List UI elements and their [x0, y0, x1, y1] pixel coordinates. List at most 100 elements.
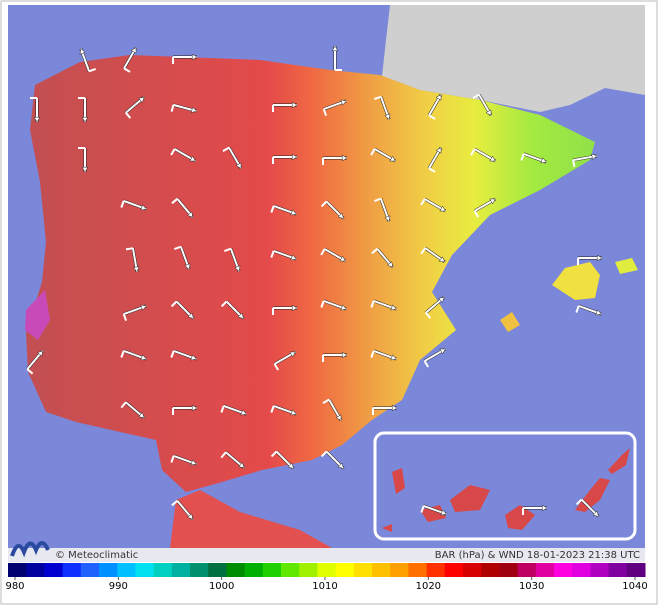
scale-swatch	[80, 563, 100, 577]
barb-flag	[170, 455, 175, 463]
scale-swatch	[372, 563, 391, 577]
barb-head	[133, 266, 140, 273]
barb-head	[130, 47, 137, 54]
scale-swatch	[463, 563, 482, 577]
barb-flag	[472, 93, 480, 99]
wind-barb	[122, 46, 138, 73]
barb-head	[138, 96, 145, 104]
wind-barb	[424, 296, 446, 319]
barb-head	[186, 513, 194, 520]
barb-flag	[220, 451, 227, 459]
barb-head	[438, 256, 446, 263]
barb-head	[435, 147, 442, 154]
barb-flag	[125, 247, 134, 251]
lisbon-high	[25, 290, 50, 340]
barb-head	[541, 504, 548, 512]
barb-flag	[575, 498, 583, 506]
scale-label: 1000	[209, 581, 234, 592]
iberia	[26, 55, 595, 492]
barb-head	[190, 459, 197, 466]
scale-swatch	[481, 563, 500, 577]
barb-flag	[370, 148, 376, 156]
wind-barb	[79, 48, 97, 73]
wind-barb	[273, 350, 297, 371]
barb-flag	[173, 245, 182, 251]
scale-label: 980	[5, 581, 24, 592]
wind-barb	[170, 300, 195, 320]
scale-swatch	[590, 563, 610, 577]
scale-swatch	[317, 563, 337, 577]
barb-flag	[223, 247, 232, 253]
barb-head	[438, 296, 445, 304]
barb-flag	[428, 167, 436, 173]
scale-label: 1010	[312, 581, 337, 592]
barb-flag	[123, 67, 131, 73]
africa	[170, 490, 332, 548]
scale-swatch	[226, 563, 246, 577]
ibiza	[500, 312, 520, 332]
wind-barb	[222, 146, 243, 170]
color-scale: 980 990 1000 1010 1020 1030 1040	[5, 563, 648, 592]
barb-head	[340, 99, 347, 106]
barb-head	[191, 404, 198, 412]
barb-head	[340, 304, 347, 311]
scale-swatch	[608, 563, 628, 577]
scale-swatch	[135, 563, 155, 577]
barb-flag	[120, 200, 125, 208]
menorca	[615, 258, 638, 274]
wind-barb	[220, 300, 245, 320]
wind-barb	[272, 101, 298, 112]
credit: © Meteoclimatic	[55, 550, 138, 561]
wind-barb	[78, 147, 89, 173]
barb-head	[389, 155, 396, 162]
barb-flag	[170, 104, 175, 112]
barb-flag	[575, 305, 580, 313]
barb-head	[190, 106, 198, 113]
barb-head	[341, 154, 348, 162]
wind-barb	[373, 95, 391, 120]
barb-flag	[322, 398, 330, 404]
barb-head	[384, 113, 391, 120]
barb-head	[140, 354, 147, 361]
scale-swatch	[26, 563, 45, 577]
barb-head	[337, 462, 344, 469]
wind-barb	[370, 147, 397, 163]
barb-head	[337, 212, 344, 219]
wind-barb	[170, 349, 197, 361]
barb-head	[234, 265, 241, 272]
barb-head	[189, 155, 196, 162]
barb-head	[289, 351, 296, 358]
barb-flag	[420, 505, 425, 513]
barb-head	[81, 166, 89, 173]
wind-barb	[320, 450, 345, 470]
wind-barb	[125, 247, 140, 273]
barb-head	[331, 45, 339, 52]
barb-head	[190, 354, 197, 361]
wind-barb	[572, 153, 598, 168]
wind-barb	[373, 197, 391, 222]
wind-barb	[371, 247, 394, 269]
wind-barb	[172, 404, 198, 415]
caption: BAR (hPa) & WND 18-01-2023 21:38 UTC	[435, 550, 640, 561]
barb-head	[596, 254, 603, 262]
barb-flag	[373, 95, 382, 101]
wind-barb	[220, 451, 246, 469]
mallorca	[552, 262, 600, 300]
wind-barb	[173, 245, 191, 270]
barb-head	[140, 304, 147, 311]
wind-barb	[322, 99, 347, 117]
barb-flag	[222, 146, 230, 152]
wind-barbs	[26, 45, 603, 521]
barb-flag	[270, 250, 275, 258]
barb-head	[36, 350, 44, 357]
barb-head	[81, 116, 89, 123]
barb-head	[184, 263, 191, 270]
wind-barb	[331, 45, 342, 71]
scale-swatch	[244, 563, 264, 577]
wind-barb	[170, 454, 197, 466]
wind-barb	[172, 53, 198, 64]
barb-flag	[171, 500, 178, 507]
scale-swatch	[535, 563, 555, 577]
footer-bar	[8, 548, 645, 562]
wind-barb	[270, 404, 297, 416]
